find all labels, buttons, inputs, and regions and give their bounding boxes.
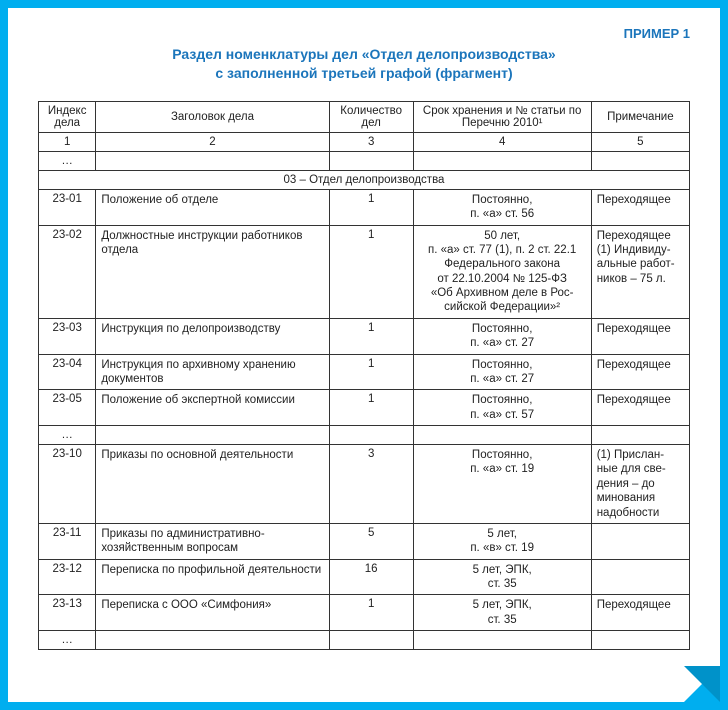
th-term: Срок хранения и № статьи по Перечню 2010… (413, 101, 591, 132)
cell-idx: 23-04 (39, 354, 96, 390)
cell-idx: 23-03 (39, 318, 96, 354)
cell-term: Постоянно,п. «а» ст. 27 (413, 354, 591, 390)
cell-note: Переходящее(1) Индивиду-альные работ-ник… (591, 225, 689, 318)
cell-title: Приказы по административно-хозяйственным… (96, 523, 329, 559)
table-row: 23-03Инструкция по делопроизводству1Пост… (39, 318, 690, 354)
title-line-2: с заполненной третьей графой (фрагмент) (215, 65, 512, 81)
cell-note (591, 631, 689, 650)
cell-idx: 23-10 (39, 445, 96, 524)
cell-note (591, 426, 689, 445)
cell-qty: 1 (329, 318, 413, 354)
cell-title: Переписка по профильной деятельности (96, 559, 329, 595)
table-header-row: Индекс дела Заголовок дела Количество де… (39, 101, 690, 132)
cell-qty: 16 (329, 559, 413, 595)
cell-idx: 23-05 (39, 390, 96, 426)
table-row: 23-13Переписка с ООО «Симфония»15 лет, Э… (39, 595, 690, 631)
cell-idx: 23-02 (39, 225, 96, 318)
cell-title: Положение об отделе (96, 189, 329, 225)
inner-page: ПРИМЕР 1 Раздел номенклатуры дел «Отдел … (8, 8, 720, 702)
table-row: 23-11Приказы по административно-хозяйств… (39, 523, 690, 559)
outer-frame: ПРИМЕР 1 Раздел номенклатуры дел «Отдел … (0, 0, 728, 710)
cell-qty: 1 (329, 354, 413, 390)
cell-term (413, 426, 591, 445)
cell-qty: 1 (329, 595, 413, 631)
table-row: 23-04Инструкция по архивному хранению до… (39, 354, 690, 390)
cell-term: Постоянно,п. «а» ст. 19 (413, 445, 591, 524)
cell-qty (329, 426, 413, 445)
section-header: 03 – Отдел делопроизводства (39, 170, 690, 189)
table-row: 23-01Положение об отделе1Постоянно,п. «а… (39, 189, 690, 225)
cell-note: Переходящее (591, 189, 689, 225)
cell-title: Переписка с ООО «Симфония» (96, 595, 329, 631)
section-header-row: 03 – Отдел делопроизводства (39, 170, 690, 189)
cell-term: 50 лет,п. «а» ст. 77 (1), п. 2 ст. 22.1Ф… (413, 225, 591, 318)
cell-note: Переходящее (591, 595, 689, 631)
cell-qty: 5 (329, 523, 413, 559)
num-1: 1 (39, 132, 96, 151)
table-number-row: 1 2 3 4 5 (39, 132, 690, 151)
table-row: 23-12Переписка по профильной деятельност… (39, 559, 690, 595)
cell-idx: 23-11 (39, 523, 96, 559)
th-title: Заголовок дела (96, 101, 329, 132)
cell-note (591, 559, 689, 595)
table-row: 23-02Должностные инструкции работников о… (39, 225, 690, 318)
cell-idx: 23-01 (39, 189, 96, 225)
ellipsis-cell: … (39, 151, 96, 170)
cell-term: Постоянно,п. «а» ст. 57 (413, 390, 591, 426)
example-label: ПРИМЕР 1 (38, 26, 690, 41)
cell-title (96, 426, 329, 445)
table-row: … (39, 426, 690, 445)
num-3: 3 (329, 132, 413, 151)
table-row: 23-10Приказы по основной деятельности3По… (39, 445, 690, 524)
num-5: 5 (591, 132, 689, 151)
cell-title: Должностные инструкции работников отдела (96, 225, 329, 318)
cell-qty: 3 (329, 445, 413, 524)
cell-title (96, 631, 329, 650)
page-title: Раздел номенклатуры дел «Отдел делопроиз… (38, 45, 690, 83)
th-qty: Количество дел (329, 101, 413, 132)
cell-term: 5 лет, ЭПК,ст. 35 (413, 559, 591, 595)
cell-qty (329, 631, 413, 650)
th-idx: Индекс дела (39, 101, 96, 132)
cell-note: Переходящее (591, 354, 689, 390)
cell-idx: 23-13 (39, 595, 96, 631)
cell-term: 5 лет,п. «в» ст. 19 (413, 523, 591, 559)
cell-term: 5 лет, ЭПК,ст. 35 (413, 595, 591, 631)
table-row: … (39, 631, 690, 650)
table-row: 23-05Положение об экспертной комиссии1По… (39, 390, 690, 426)
cell-term: Постоянно,п. «а» ст. 56 (413, 189, 591, 225)
title-line-1: Раздел номенклатуры дел «Отдел делопроиз… (172, 46, 555, 62)
nomenclature-table: Индекс дела Заголовок дела Количество де… (38, 101, 690, 650)
cell-note: Переходящее (591, 390, 689, 426)
cell-qty: 1 (329, 390, 413, 426)
table-body: 23-01Положение об отделе1Постоянно,п. «а… (39, 189, 690, 649)
th-note: Примечание (591, 101, 689, 132)
cell-title: Приказы по основной деятельности (96, 445, 329, 524)
cell-title: Инструкция по архивному хранению докумен… (96, 354, 329, 390)
ellipsis-row-top: … (39, 151, 690, 170)
num-2: 2 (96, 132, 329, 151)
cell-term (413, 631, 591, 650)
cell-qty: 1 (329, 225, 413, 318)
cell-note: (1) Прислан-ные для све-дения – доминова… (591, 445, 689, 524)
cell-note: Переходящее (591, 318, 689, 354)
num-4: 4 (413, 132, 591, 151)
cell-title: Положение об экспертной комиссии (96, 390, 329, 426)
cell-note (591, 523, 689, 559)
cell-idx: … (39, 426, 96, 445)
cell-qty: 1 (329, 189, 413, 225)
cell-term: Постоянно,п. «а» ст. 27 (413, 318, 591, 354)
cell-idx: … (39, 631, 96, 650)
corner-fold-shadow (684, 666, 720, 702)
cell-idx: 23-12 (39, 559, 96, 595)
cell-title: Инструкция по делопроизводству (96, 318, 329, 354)
